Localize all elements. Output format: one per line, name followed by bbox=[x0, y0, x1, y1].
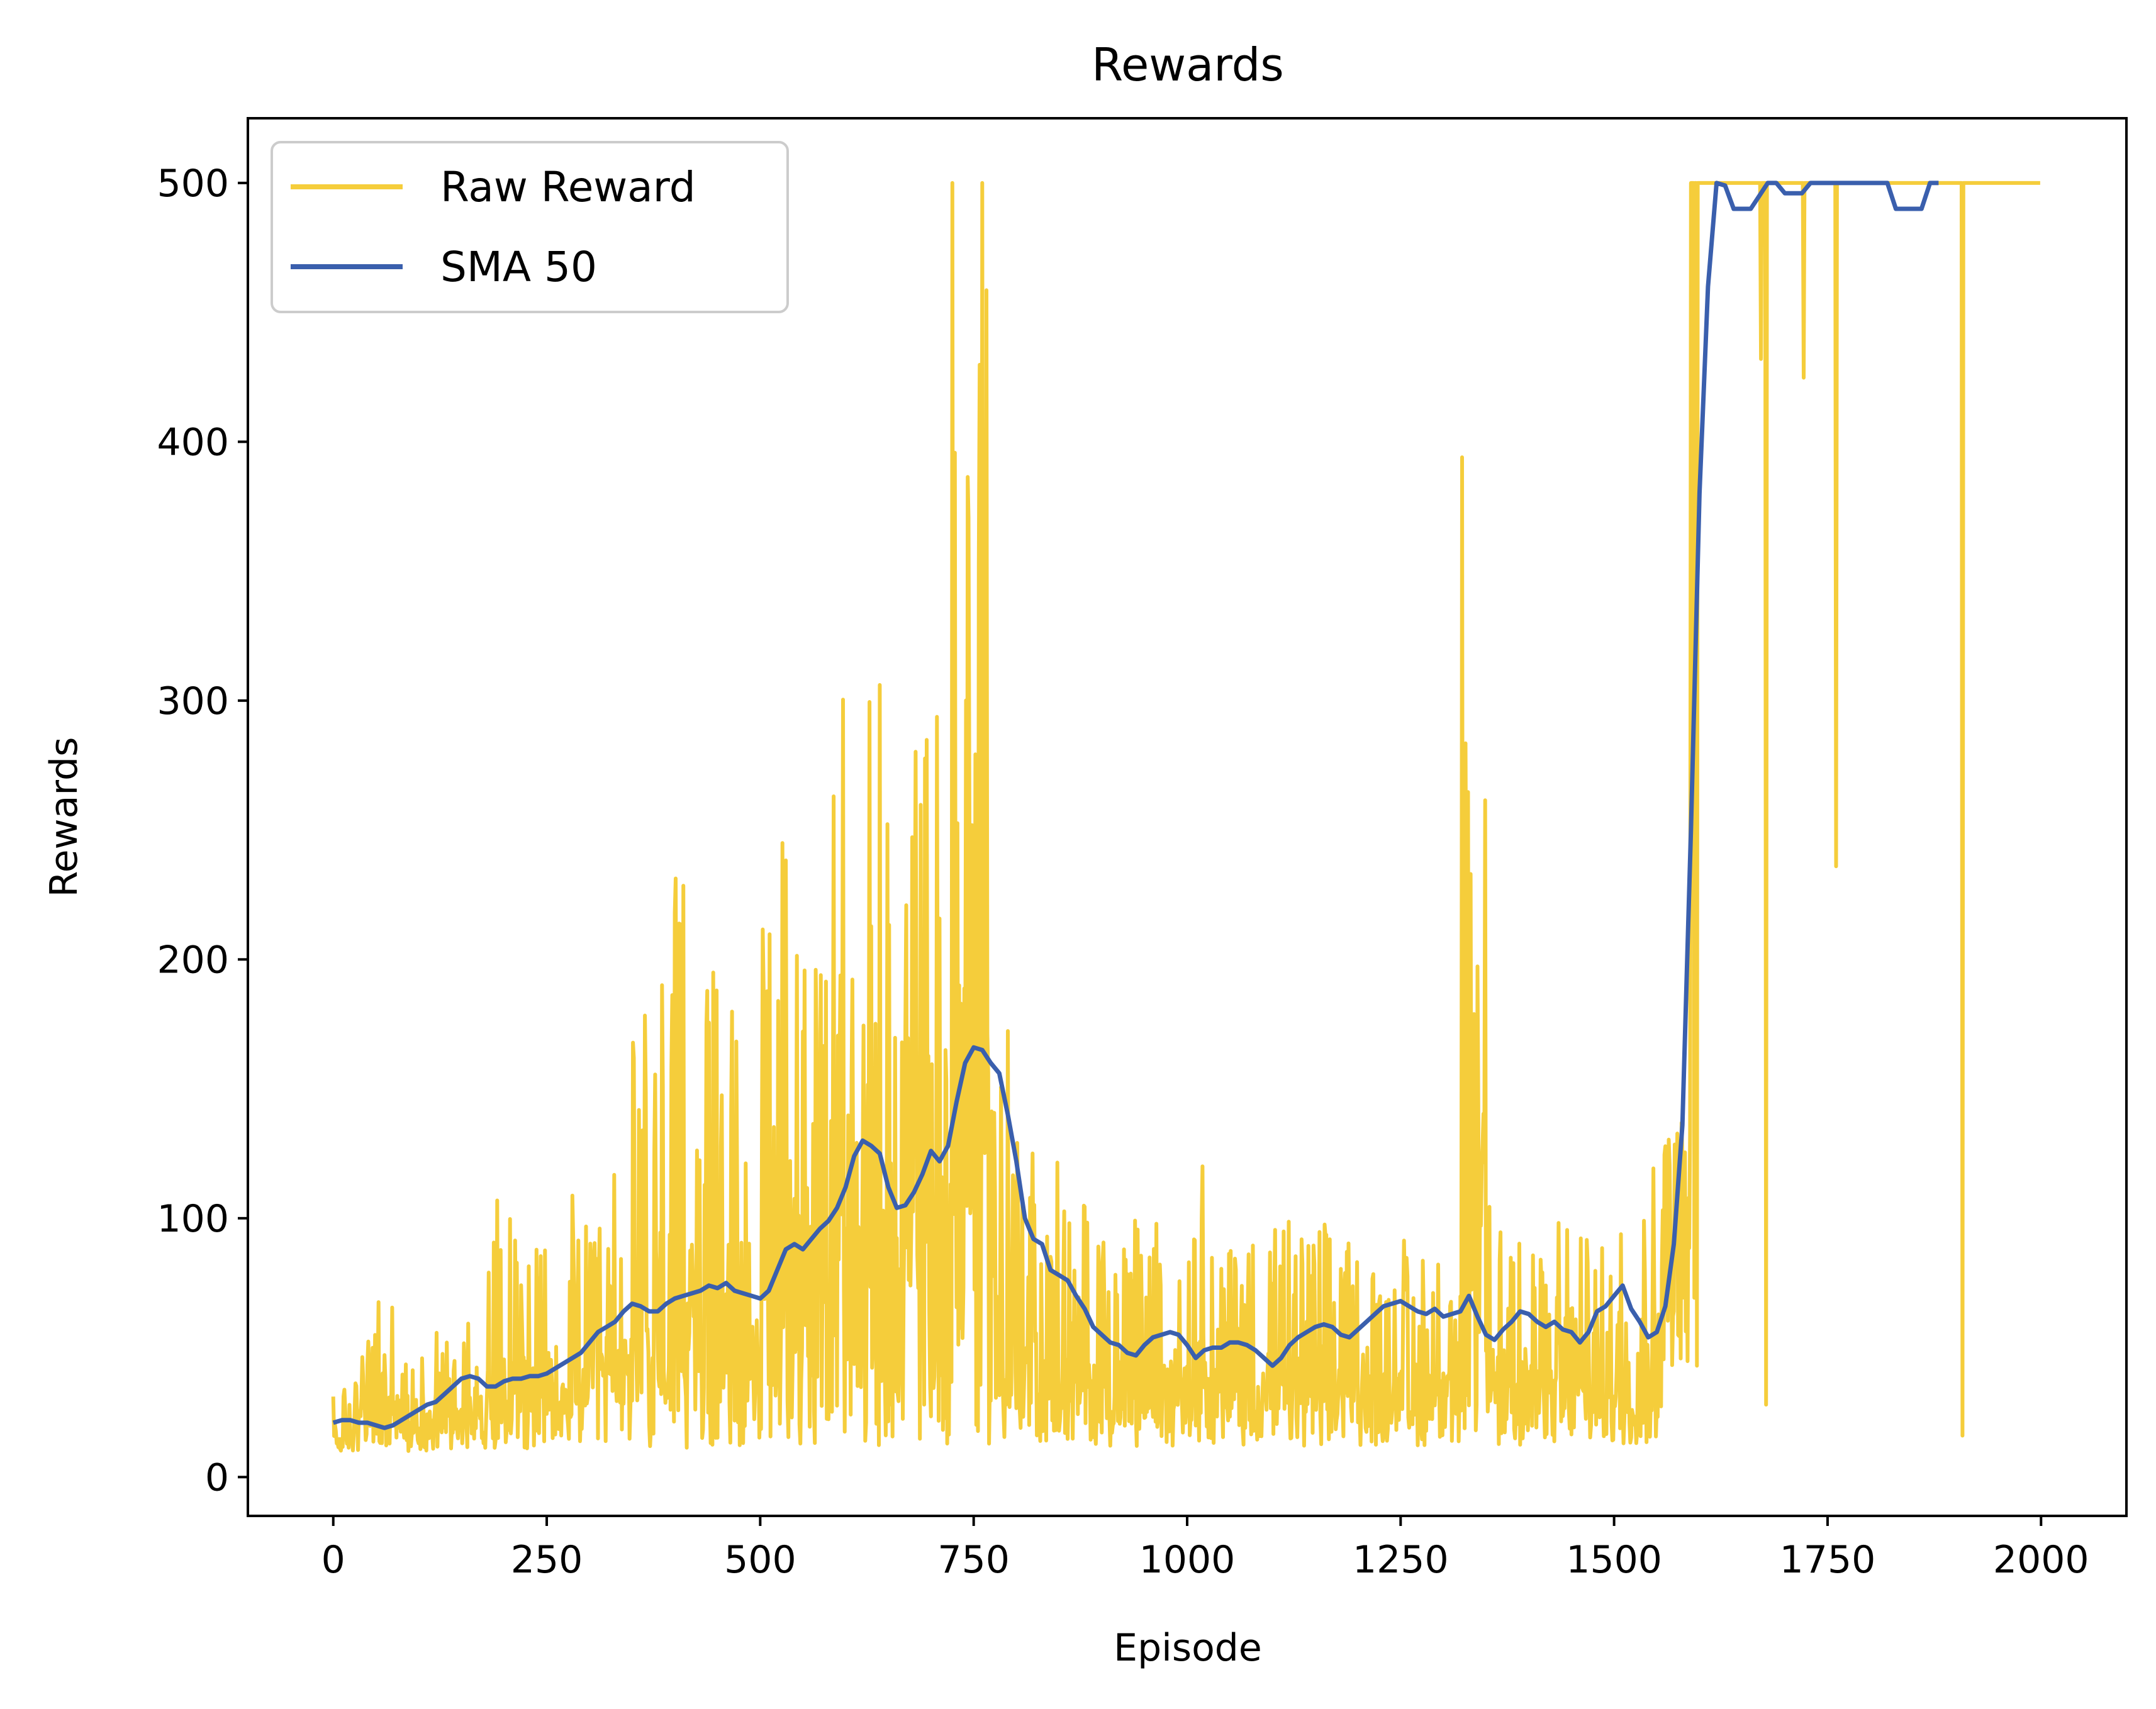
x-tick-label: 1500 bbox=[1566, 1538, 1662, 1582]
x-tick-label: 1250 bbox=[1353, 1538, 1449, 1582]
x-tick-label: 250 bbox=[511, 1538, 583, 1582]
x-tick-label: 750 bbox=[937, 1538, 1010, 1582]
y-tick-label: 400 bbox=[157, 420, 229, 464]
raw-reward-line bbox=[331, 181, 2041, 1453]
x-tick-label: 2000 bbox=[1993, 1538, 2089, 1582]
sma-50-series bbox=[332, 181, 1939, 1430]
x-tick-label: 1000 bbox=[1139, 1538, 1236, 1582]
y-axis: 0 100 200 300 400 500 bbox=[157, 162, 248, 1500]
legend-label-raw-reward: Raw Reward bbox=[440, 163, 696, 211]
y-tick-label: 100 bbox=[157, 1197, 229, 1241]
x-axis: 0 250 500 750 1000 1250 1500 1750 2000 bbox=[321, 1516, 2089, 1582]
x-tick-label: 0 bbox=[321, 1538, 345, 1582]
chart-title: Rewards bbox=[1092, 38, 1284, 91]
x-tick-label: 1750 bbox=[1780, 1538, 1876, 1582]
legend-label-sma-50: SMA 50 bbox=[440, 243, 597, 291]
y-tick-label: 300 bbox=[157, 679, 229, 723]
x-axis-title: Episode bbox=[1114, 1626, 1262, 1670]
y-axis-title: Rewards bbox=[42, 737, 86, 898]
legend: Raw Reward SMA 50 bbox=[271, 141, 789, 313]
sma-50-line bbox=[332, 181, 1939, 1430]
y-tick-label: 500 bbox=[157, 162, 229, 206]
y-tick-label: 200 bbox=[157, 938, 229, 982]
raw-reward-series bbox=[331, 181, 2041, 1453]
x-tick-label: 500 bbox=[724, 1538, 796, 1582]
y-tick-label: 0 bbox=[205, 1456, 229, 1500]
